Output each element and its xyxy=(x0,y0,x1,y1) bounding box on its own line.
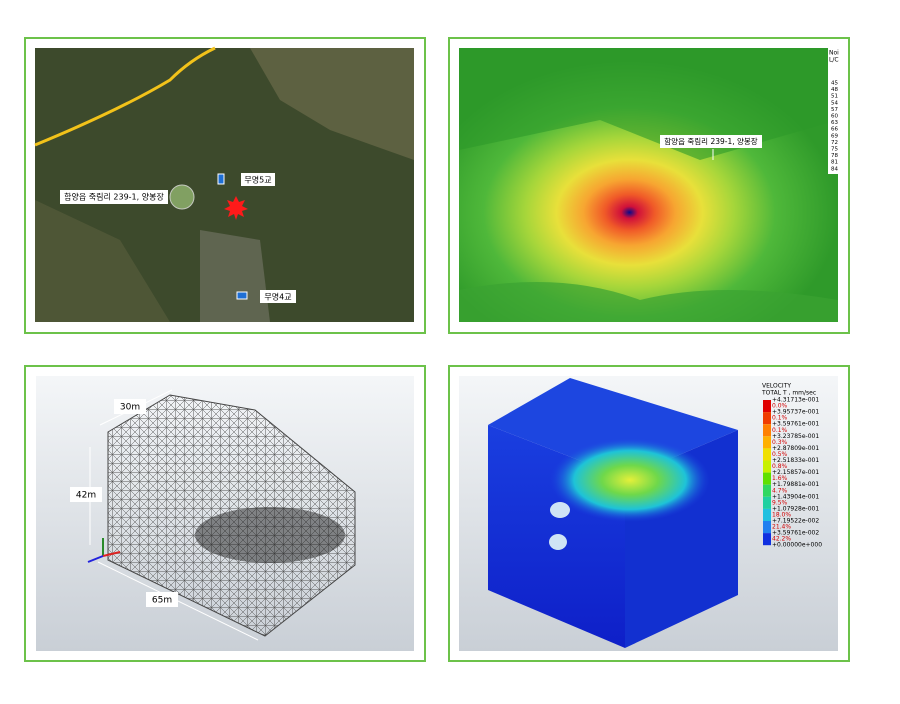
legend-percentage: 0.0% xyxy=(772,403,788,410)
legend-subtitle: TOTAL T , mm/sec xyxy=(761,390,816,397)
legend-percentage: 0.1% xyxy=(772,427,788,434)
bridge-marker xyxy=(217,173,225,185)
velocity-panel: VELOCITY TOTAL T , mm/sec +4.31713e-001+… xyxy=(459,376,838,651)
site-label: 함양읍 죽림리 239-1, 양봉장 xyxy=(64,192,164,202)
legend-title: VELOCITY xyxy=(762,383,791,390)
legend-value: 66 xyxy=(831,127,838,133)
legend-value: 54 xyxy=(831,100,838,106)
legend-box xyxy=(828,48,838,174)
legend-level: +7.19522e-002 xyxy=(772,518,819,525)
legend-level: +2.51833e-001 xyxy=(772,457,819,464)
legend-value: 57 xyxy=(831,107,838,113)
site-label: 함양읍 죽림리 239-1, 양봉장 xyxy=(664,136,758,146)
dimension-label: 42m xyxy=(76,491,96,501)
legend-level: +3.95737e-001 xyxy=(772,409,819,416)
legend-value: 63 xyxy=(831,120,838,126)
velocity-spot xyxy=(550,438,710,522)
legend-value: 81 xyxy=(831,160,838,166)
site-circle xyxy=(169,184,195,210)
dimension-label: 30m xyxy=(120,403,140,413)
legend-swatch xyxy=(763,508,771,521)
legend-swatch xyxy=(763,400,771,413)
legend-level: +0.00000e+000 xyxy=(772,542,822,549)
legend-percentage: 1.6% xyxy=(772,475,788,482)
legend-value: 75 xyxy=(831,147,838,153)
legend-level: +3.59761e-002 xyxy=(772,530,819,537)
village-area xyxy=(200,230,270,322)
label-box xyxy=(114,399,146,414)
legend-value: 72 xyxy=(831,140,838,146)
legend-title: L/C xyxy=(829,57,839,64)
panel-frame xyxy=(448,37,850,334)
legend-value: 51 xyxy=(831,94,838,100)
road xyxy=(34,46,216,147)
label-box xyxy=(60,190,168,204)
velocity-legend: +4.31713e-001 +3.95737e-001 +3.59761e-001 +… xyxy=(763,397,822,549)
legend-value: 60 xyxy=(831,114,838,120)
legend-swatch xyxy=(763,472,771,485)
panel-frame xyxy=(448,365,850,662)
legend-percentage: 21.4% xyxy=(772,524,791,531)
terrain xyxy=(459,282,838,322)
legend-swatch xyxy=(763,460,771,473)
noise-panel: 함양읍 죽림리 239-1, 양봉장 NoiL/C454851545760636… xyxy=(459,48,839,322)
legend-swatch xyxy=(763,436,771,449)
dimension-label: 65m xyxy=(152,596,172,606)
label-box xyxy=(260,290,296,303)
legend-swatch xyxy=(763,533,771,546)
legend-percentage: 0.3% xyxy=(772,439,788,446)
legend-level: +2.15857e-001 xyxy=(772,469,819,476)
bridge-marker xyxy=(236,291,248,300)
legend-percentage: 0.5% xyxy=(772,451,788,458)
mesh-panel: 30m 42m 65m xyxy=(36,376,414,651)
legend-percentage: 0.8% xyxy=(772,463,788,470)
legend-swatch xyxy=(763,496,771,509)
label-box xyxy=(146,592,178,607)
legend-level: +1.43904e-001 xyxy=(772,493,819,500)
label-box xyxy=(660,135,762,148)
blast-marker xyxy=(224,196,248,220)
legend-level: +1.07928e-001 xyxy=(772,505,819,512)
label-box xyxy=(241,173,275,186)
field-area xyxy=(35,200,170,322)
mesh-dense xyxy=(195,507,345,563)
legend-value: 69 xyxy=(831,133,838,139)
legend-title: Noi xyxy=(829,50,839,57)
bridge-label: 무명5교 xyxy=(244,175,271,185)
terrain xyxy=(459,48,838,160)
legend-swatch xyxy=(763,484,771,497)
legend-level: +3.59761e-001 xyxy=(772,421,819,428)
field-area xyxy=(250,48,414,160)
axis-x xyxy=(102,551,121,557)
legend-value: 45 xyxy=(831,81,838,87)
legend-level: +3.23785e-001 xyxy=(772,433,819,440)
legend-percentage: 42.2% xyxy=(772,536,791,543)
legend-value: 48 xyxy=(831,87,838,93)
bridge-label: 무명4교 xyxy=(264,292,291,302)
legend-value: 84 xyxy=(831,166,838,172)
legend-percentage: 9.5% xyxy=(772,499,788,506)
legend-swatch xyxy=(763,424,771,437)
cavity xyxy=(549,534,567,550)
legend-percentage: 0.1% xyxy=(772,415,788,422)
legend-percentage: 4.7% xyxy=(772,487,788,494)
legend-level: +4.31713e-001 xyxy=(772,397,819,404)
legend-level: +1.79881e-001 xyxy=(772,481,819,488)
panel-frame xyxy=(24,37,426,334)
panel-frame xyxy=(24,365,426,662)
cavity xyxy=(550,502,570,518)
axis-z xyxy=(87,555,104,563)
legend-percentage: 18.0% xyxy=(772,511,791,518)
legend-swatch xyxy=(763,448,771,461)
label-box xyxy=(70,487,102,502)
legend-level: +2.87809e-001 xyxy=(772,445,819,452)
legend-swatch xyxy=(763,412,771,425)
legend-swatch xyxy=(763,521,771,534)
map-panel: 함양읍 죽림리 239-1, 양봉장 무명5교 무명4교 xyxy=(34,46,414,322)
legend-value: 78 xyxy=(831,153,838,159)
